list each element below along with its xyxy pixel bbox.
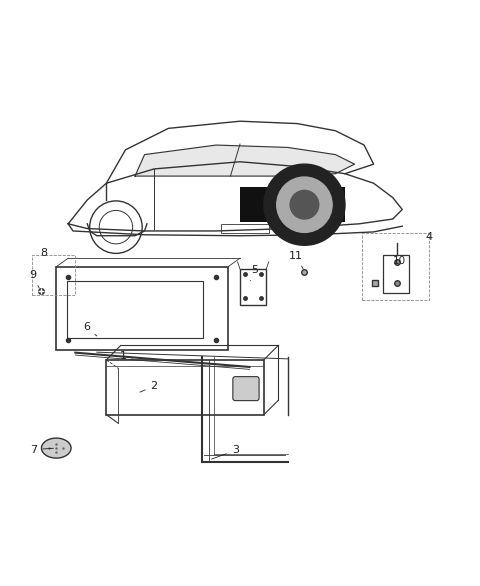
Text: 3: 3 xyxy=(212,445,239,459)
Ellipse shape xyxy=(41,438,71,458)
Text: 2: 2 xyxy=(140,381,157,392)
Text: 9: 9 xyxy=(29,270,39,288)
Circle shape xyxy=(290,190,319,219)
Text: 6: 6 xyxy=(83,322,97,336)
Text: 4: 4 xyxy=(425,231,432,241)
Polygon shape xyxy=(135,145,355,176)
Text: 5: 5 xyxy=(251,265,258,281)
Text: 7: 7 xyxy=(30,445,53,455)
Bar xyxy=(383,255,409,293)
Text: 1: 1 xyxy=(120,351,132,361)
Bar xyxy=(67,281,203,338)
Text: 8: 8 xyxy=(40,248,47,258)
Bar xyxy=(56,267,228,350)
Bar xyxy=(362,233,429,300)
Circle shape xyxy=(264,164,345,246)
Bar xyxy=(240,269,266,305)
Text: 11: 11 xyxy=(289,251,303,269)
Bar xyxy=(221,224,269,233)
Bar xyxy=(107,360,264,415)
Circle shape xyxy=(277,177,332,233)
Text: 10: 10 xyxy=(392,255,406,265)
Bar xyxy=(240,186,345,222)
FancyBboxPatch shape xyxy=(233,377,259,401)
Bar xyxy=(33,255,75,295)
